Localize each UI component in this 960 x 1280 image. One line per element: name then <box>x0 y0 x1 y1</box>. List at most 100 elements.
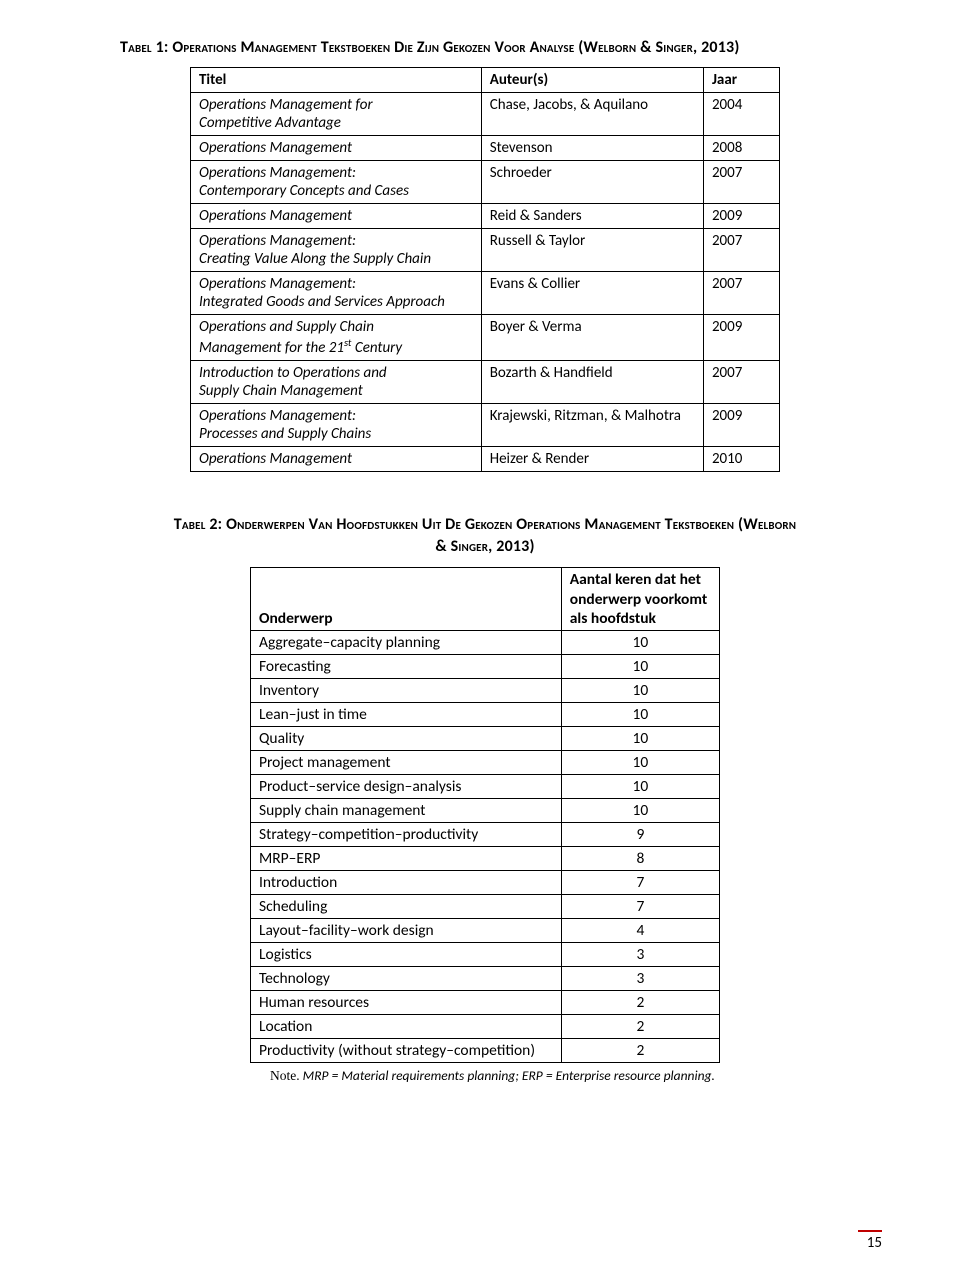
table2-cell-topic: Aggregate–capacity planning <box>251 631 562 655</box>
table1-cell-author: Russell & Taylor <box>481 229 703 272</box>
table2-cell-count: 10 <box>561 655 719 679</box>
table1-cell-author: Reid & Sanders <box>481 204 703 229</box>
table2-caption-line2: & Singer, 2013) <box>435 537 534 556</box>
table1-cell-year: 2004 <box>703 93 779 136</box>
table1-cell-title: Operations Management:Integrated Goods a… <box>191 272 482 315</box>
table1-header-row: Titel Auteur(s) Jaar <box>191 68 780 93</box>
table-row: Project management10 <box>251 751 720 775</box>
table-row: Supply chain management10 <box>251 799 720 823</box>
table2-cell-topic: Inventory <box>251 679 562 703</box>
table2-cell-count: 2 <box>561 1039 719 1063</box>
table1-cell-year: 2009 <box>703 404 779 447</box>
table2-cell-topic: Introduction <box>251 871 562 895</box>
table2-cell-count: 10 <box>561 751 719 775</box>
table1-cell-title: Operations Management:Contemporary Conce… <box>191 161 482 204</box>
table2-cell-topic: Project management <box>251 751 562 775</box>
table-row: Product–service design–analysis10 <box>251 775 720 799</box>
table-row: Human resources2 <box>251 991 720 1015</box>
table-row: Scheduling7 <box>251 895 720 919</box>
table1-cell-author: Bozarth & Handfield <box>481 361 703 404</box>
table2-cell-count: 10 <box>561 775 719 799</box>
table2-caption: Tabel 2: Onderwerpen Van Hoofdstukken Ui… <box>120 514 850 557</box>
table2-head-count-l2: onderwerp voorkomt <box>570 590 707 609</box>
table-row: Strategy–competition–productivity9 <box>251 823 720 847</box>
table-row: Operations Management:Contemporary Conce… <box>191 161 780 204</box>
table2-cell-count: 3 <box>561 943 719 967</box>
table2-cell-topic: Forecasting <box>251 655 562 679</box>
table1-cell-year: 2009 <box>703 315 779 361</box>
table-row: Technology3 <box>251 967 720 991</box>
table1-head-title: Titel <box>191 68 482 93</box>
table1-cell-year: 2008 <box>703 136 779 161</box>
table1-cell-year: 2007 <box>703 229 779 272</box>
table1-cell-author: Evans & Collier <box>481 272 703 315</box>
table2-cell-count: 10 <box>561 727 719 751</box>
table1-cell-title: Operations Management <box>191 136 482 161</box>
table-row: Productivity (without strategy–competiti… <box>251 1039 720 1063</box>
table2-cell-count: 10 <box>561 703 719 727</box>
table1-cell-title: Operations Management <box>191 204 482 229</box>
table-row: Operations Management:Integrated Goods a… <box>191 272 780 315</box>
table2-cell-count: 10 <box>561 799 719 823</box>
table1-head-year: Jaar <box>703 68 779 93</box>
table2-cell-count: 10 <box>561 679 719 703</box>
table2-cell-count: 7 <box>561 871 719 895</box>
page-number: 15 <box>858 1230 882 1252</box>
table1-cell-author: Krajewski, Ritzman, & Malhotra <box>481 404 703 447</box>
table-row: Introduction7 <box>251 871 720 895</box>
table1-cell-year: 2010 <box>703 447 779 472</box>
page: Tabel 1: Operations Management Tekstboek… <box>0 0 960 1280</box>
table1-cell-title: Introduction to Operations andSupply Cha… <box>191 361 482 404</box>
table1-cell-author: Heizer & Render <box>481 447 703 472</box>
table2-cell-topic: Scheduling <box>251 895 562 919</box>
table1-cell-author: Schroeder <box>481 161 703 204</box>
table-row: Operations ManagementReid & Sanders2009 <box>191 204 780 229</box>
table1-cell-title: Operations and Supply ChainManagement fo… <box>191 315 482 361</box>
table2-cell-topic: Technology <box>251 967 562 991</box>
table1-cell-title: Operations Management forCompetitive Adv… <box>191 93 482 136</box>
table-row: Location2 <box>251 1015 720 1039</box>
table1-head-author: Auteur(s) <box>481 68 703 93</box>
table-row: Lean–just in time10 <box>251 703 720 727</box>
table1: Titel Auteur(s) Jaar Operations Manageme… <box>190 67 780 472</box>
table2-cell-count: 2 <box>561 991 719 1015</box>
table2-cell-topic: Productivity (without strategy–competiti… <box>251 1039 562 1063</box>
table1-caption: Tabel 1: Operations Management Tekstboek… <box>120 38 850 57</box>
table2-cell-topic: Strategy–competition–productivity <box>251 823 562 847</box>
table1-cell-author: Boyer & Verma <box>481 315 703 361</box>
table-row: Logistics3 <box>251 943 720 967</box>
table1-cell-year: 2007 <box>703 161 779 204</box>
table2-cell-topic: Location <box>251 1015 562 1039</box>
table1-cell-author: Stevenson <box>481 136 703 161</box>
table2-cell-count: 8 <box>561 847 719 871</box>
table-row: Introduction to Operations andSupply Cha… <box>191 361 780 404</box>
table-row: Layout–facility–work design4 <box>251 919 720 943</box>
table1-cell-title: Operations Management:Creating Value Alo… <box>191 229 482 272</box>
table2-cell-topic: MRP–ERP <box>251 847 562 871</box>
table2-cell-topic: Human resources <box>251 991 562 1015</box>
table-row: Quality10 <box>251 727 720 751</box>
table2-note: Note. MRP = Material requirements planni… <box>270 1067 850 1084</box>
table2-cell-count: 4 <box>561 919 719 943</box>
table2-cell-count: 7 <box>561 895 719 919</box>
table2-cell-topic: Layout–facility–work design <box>251 919 562 943</box>
table2-cell-topic: Logistics <box>251 943 562 967</box>
table2-header-row: Onderwerp Aantal keren dat het onderwerp… <box>251 568 720 631</box>
table-row: Inventory10 <box>251 679 720 703</box>
table-row: Operations ManagementHeizer & Render2010 <box>191 447 780 472</box>
table2-head-count-l1: Aantal keren dat het <box>570 570 701 589</box>
table2-cell-topic: Product–service design–analysis <box>251 775 562 799</box>
table1-cell-year: 2009 <box>703 204 779 229</box>
table-row: Operations ManagementStevenson2008 <box>191 136 780 161</box>
table2-head-topic: Onderwerp <box>251 568 562 631</box>
table2-cell-topic: Supply chain management <box>251 799 562 823</box>
table-row: Aggregate–capacity planning10 <box>251 631 720 655</box>
table2-cell-count: 2 <box>561 1015 719 1039</box>
table1-cell-title: Operations Management:Processes and Supp… <box>191 404 482 447</box>
table-row: Operations Management:Creating Value Alo… <box>191 229 780 272</box>
table2-head-count: Aantal keren dat het onderwerp voorkomt … <box>561 568 719 631</box>
table2: Onderwerp Aantal keren dat het onderwerp… <box>250 567 720 1063</box>
table2-cell-count: 9 <box>561 823 719 847</box>
table1-cell-year: 2007 <box>703 361 779 404</box>
table2-cell-topic: Lean–just in time <box>251 703 562 727</box>
